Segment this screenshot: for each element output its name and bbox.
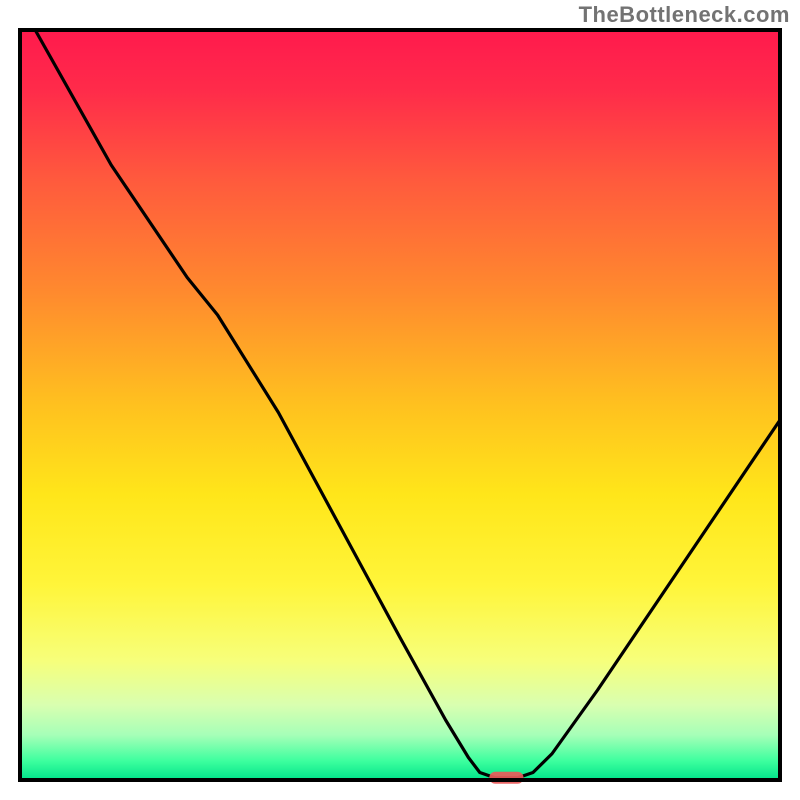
plot-background <box>20 30 780 780</box>
bottleneck-chart <box>0 0 800 800</box>
figure-root: TheBottleneck.com <box>0 0 800 800</box>
watermark-text: TheBottleneck.com <box>579 2 790 28</box>
